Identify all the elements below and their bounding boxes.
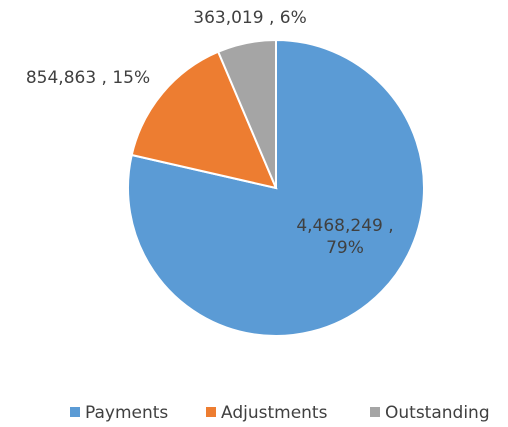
legend-label: Outstanding (385, 403, 490, 423)
data-label-wrap: 854,863 , 15% (13, 54, 163, 102)
data-label-box: 4,468,249 , 79% (285, 213, 405, 261)
data-label: 854,863 , 15% (25, 68, 151, 88)
legend-label: Adjustments (221, 403, 328, 423)
pie-slice (216, 38, 277, 189)
data-label-wrap: 363,019 , 6% (180, 0, 320, 42)
data-label-box: 363,019 , 6% (180, 0, 320, 42)
legend-swatch (370, 407, 380, 417)
data-label: 363,019 , 6% (193, 8, 307, 28)
data-label: 4,468,249 , 79% (296, 216, 394, 258)
legend-swatch (206, 407, 216, 417)
legend-label: Payments (85, 403, 168, 423)
data-label-box: 854,863 , 15% (13, 54, 163, 102)
legend-swatch (70, 407, 80, 417)
pie-slice (130, 50, 278, 190)
data-label-wrap: 4,468,249 , 79% (285, 213, 405, 261)
